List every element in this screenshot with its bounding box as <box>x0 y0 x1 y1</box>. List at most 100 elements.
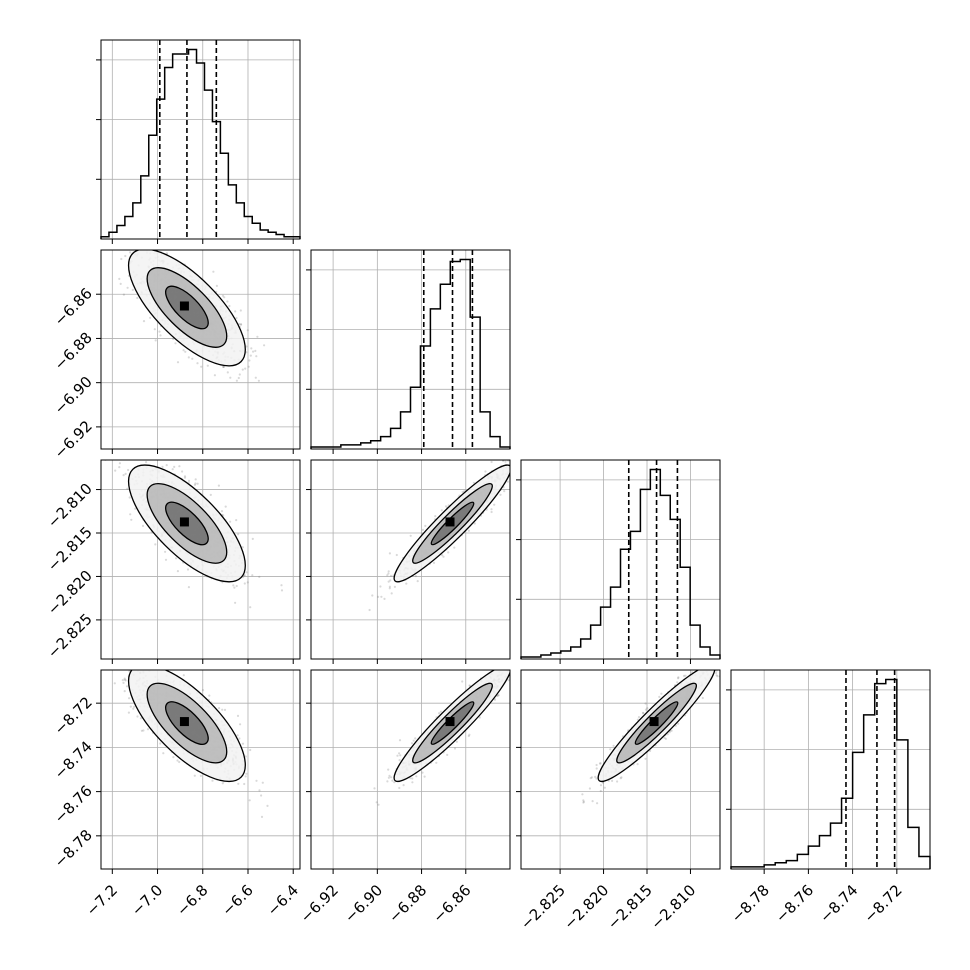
scatter-point <box>467 529 470 532</box>
scatter-point <box>164 558 168 561</box>
scatter-point <box>172 337 175 341</box>
panel-frame <box>310 459 511 660</box>
scatter-point <box>421 771 424 774</box>
scatter-point <box>160 239 162 241</box>
scatter-point <box>386 574 389 577</box>
scatter-point <box>131 288 134 291</box>
scatter-point <box>588 787 592 790</box>
scatter-point <box>165 464 168 467</box>
scatter-point <box>701 696 704 700</box>
scatter-point <box>411 777 414 780</box>
scatter-point <box>447 551 450 554</box>
scatter-point <box>183 476 187 479</box>
scatter-point <box>248 359 251 362</box>
scatter-point <box>136 456 138 458</box>
scatter-point <box>153 233 155 235</box>
panel-r2-c0 <box>96 456 301 664</box>
scatter-point <box>194 478 197 481</box>
grid-lines <box>311 670 510 869</box>
scatter-point <box>379 585 382 588</box>
scatter-point <box>398 752 401 755</box>
scatter-point <box>176 570 179 573</box>
scatter-point <box>416 580 419 583</box>
scatter-point <box>139 666 141 668</box>
panel-frame <box>100 39 301 240</box>
scatter-point <box>439 710 442 713</box>
scatter-point <box>213 374 216 377</box>
scatter-point <box>135 650 137 652</box>
scatter-point <box>247 365 250 368</box>
scatter-point <box>388 774 391 778</box>
scatter-point <box>201 689 205 692</box>
scatter-point <box>405 582 408 585</box>
scatter-point <box>415 775 418 778</box>
scatter-point <box>224 505 227 508</box>
scatter-point <box>117 662 119 664</box>
scatter-point <box>241 742 245 745</box>
scatter-point <box>423 775 426 778</box>
scatter-point <box>446 753 449 757</box>
scatter-point <box>435 761 438 764</box>
scatter-point <box>620 776 623 779</box>
scatter-point <box>126 668 128 670</box>
scatter-point <box>141 233 143 235</box>
scatter-point <box>217 484 220 487</box>
scatter-point <box>377 595 380 599</box>
scatter-point <box>644 708 648 711</box>
scatter-point <box>255 779 258 782</box>
scatter-point <box>389 579 392 582</box>
scatter-point <box>123 690 126 693</box>
scatter-point <box>235 316 238 320</box>
scatter-point <box>215 284 218 287</box>
scatter-point <box>518 653 520 655</box>
scatter-point <box>377 803 380 806</box>
scatter-point <box>409 777 412 780</box>
scatter-point <box>237 782 240 785</box>
scatter-point <box>130 227 132 229</box>
scatter-point <box>238 373 241 376</box>
scatter-point <box>178 760 181 764</box>
scatter-point <box>444 505 448 508</box>
scatter-point <box>258 789 261 792</box>
scatter-point <box>244 775 247 778</box>
scatter-point <box>211 779 214 782</box>
scatter-point <box>140 248 142 250</box>
scatter-point <box>243 574 246 577</box>
panel-r1-c1 <box>306 249 511 454</box>
density-content <box>368 429 541 612</box>
scatter-point <box>212 270 215 273</box>
scatter-point <box>438 712 441 715</box>
scatter-point <box>159 334 162 337</box>
scatter-point <box>149 316 152 319</box>
scatter-point <box>145 246 147 248</box>
scatter-point <box>715 671 718 675</box>
scatter-point <box>129 513 132 516</box>
scatter-point <box>434 515 437 518</box>
scatter-point <box>455 740 458 743</box>
scatter-point <box>133 705 136 708</box>
scatter-point <box>200 365 203 368</box>
scatter-point <box>280 584 283 587</box>
scatter-point <box>373 787 376 790</box>
scatter-point <box>507 679 510 682</box>
scatter-point <box>235 379 238 382</box>
scatter-point <box>388 585 391 588</box>
panel-r3-c1 <box>306 653 520 874</box>
scatter-point <box>184 350 187 353</box>
scatter-point <box>524 451 526 453</box>
panel-frame <box>310 249 511 450</box>
density-peak <box>445 517 455 527</box>
scatter-point <box>114 469 117 472</box>
scatter-point <box>146 728 150 731</box>
scatter-point <box>172 756 175 759</box>
scatter-point <box>246 581 249 584</box>
scatter-point <box>411 781 414 784</box>
scatter-point <box>539 429 541 431</box>
scatter-point <box>499 493 502 496</box>
panel-frame <box>100 669 301 870</box>
scatter-point <box>506 480 509 483</box>
scatter-point <box>510 472 512 474</box>
scatter-point <box>244 755 247 758</box>
scatter-point <box>176 361 180 364</box>
